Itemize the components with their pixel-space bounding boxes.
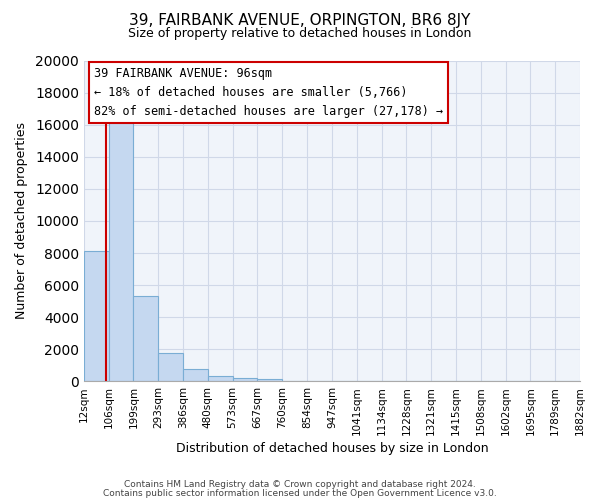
Bar	[183, 370, 208, 382]
Bar	[109, 115, 133, 382]
Text: Size of property relative to detached houses in London: Size of property relative to detached ho…	[128, 28, 472, 40]
Text: 39 FAIRBANK AVENUE: 96sqm
← 18% of detached houses are smaller (5,766)
82% of se: 39 FAIRBANK AVENUE: 96sqm ← 18% of detac…	[94, 67, 443, 118]
Bar	[133, 296, 158, 382]
Bar	[158, 354, 183, 382]
Text: Contains public sector information licensed under the Open Government Licence v3: Contains public sector information licen…	[103, 488, 497, 498]
Text: Contains HM Land Registry data © Crown copyright and database right 2024.: Contains HM Land Registry data © Crown c…	[124, 480, 476, 489]
Bar	[257, 379, 282, 382]
Bar	[233, 378, 257, 382]
X-axis label: Distribution of detached houses by size in London: Distribution of detached houses by size …	[176, 442, 488, 455]
Y-axis label: Number of detached properties: Number of detached properties	[15, 122, 28, 320]
Bar	[208, 376, 233, 382]
Bar	[84, 252, 109, 382]
Text: 39, FAIRBANK AVENUE, ORPINGTON, BR6 8JY: 39, FAIRBANK AVENUE, ORPINGTON, BR6 8JY	[130, 12, 470, 28]
